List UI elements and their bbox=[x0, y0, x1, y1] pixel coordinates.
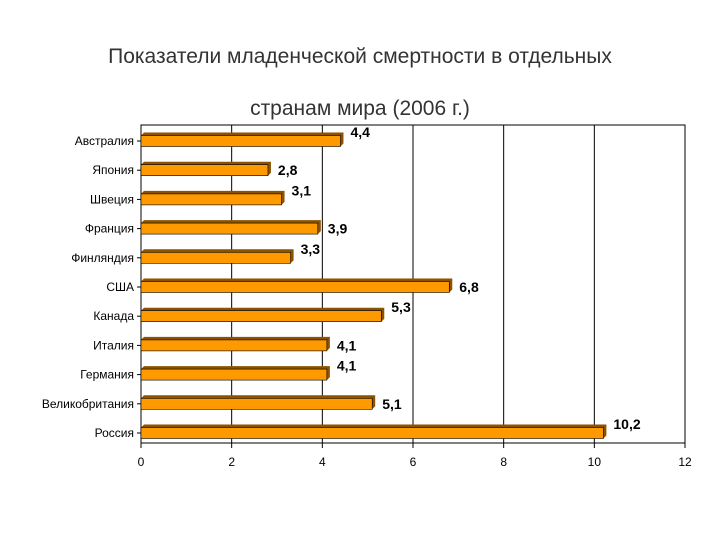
value-label-5: 6,8 bbox=[459, 279, 479, 295]
value-label-9: 5,1 bbox=[382, 396, 402, 412]
value-label-4: 3,3 bbox=[301, 241, 321, 257]
x-tick-label-3: 6 bbox=[410, 455, 417, 469]
category-label-4: Финляндия bbox=[71, 251, 134, 265]
category-label-1: Япония bbox=[92, 163, 134, 177]
x-axis: 0 2 4 6 8 10 12 bbox=[138, 443, 692, 469]
value-label-7: 4,1 bbox=[337, 337, 357, 353]
bar-10 bbox=[140, 427, 604, 439]
category-label-5: США bbox=[106, 280, 134, 294]
value-label-2: 3,1 bbox=[292, 182, 312, 198]
value-label-10: 10,2 bbox=[613, 416, 640, 432]
bars bbox=[140, 132, 607, 439]
category-label-2: Швеция bbox=[90, 192, 134, 206]
bar-3 bbox=[140, 222, 319, 235]
category-label-7: Италия bbox=[93, 338, 134, 352]
category-label-8: Германия bbox=[80, 368, 134, 382]
value-label-8: 4,1 bbox=[337, 358, 357, 374]
x-tick-label-2: 4 bbox=[319, 455, 326, 469]
bar-5 bbox=[140, 281, 450, 293]
bar-9 bbox=[140, 397, 373, 410]
value-labels: 4,4 2,8 3,1 3,9 3,3 6,8 5,3 4,1 4,1 5,1 10,2 bbox=[278, 124, 641, 432]
x-tick-label-6: 12 bbox=[678, 455, 692, 469]
chart-title-line-2: странам мира (2006 г.) bbox=[250, 97, 470, 120]
category-label-10: Россия bbox=[95, 426, 134, 440]
bar-6 bbox=[140, 310, 382, 323]
x-tick-label-0: 0 bbox=[138, 455, 145, 469]
category-label-6: Канада bbox=[93, 309, 134, 323]
category-label-3: Франция bbox=[85, 222, 134, 236]
category-label-9: Великобритания bbox=[42, 397, 134, 411]
bar-8 bbox=[140, 368, 328, 381]
category-labels: Австралия Япония Швеция Франция Финляндия США… bbox=[42, 134, 141, 440]
bar-2 bbox=[140, 193, 282, 206]
x-tick-label-1: 2 bbox=[228, 455, 235, 469]
x-tick-label-5: 10 bbox=[588, 455, 602, 469]
bar-7 bbox=[140, 339, 328, 352]
value-label-1: 2,8 bbox=[278, 162, 298, 178]
chart-title-line-1: Показатели младенческой смертности в отд… bbox=[108, 45, 612, 68]
value-label-3: 3,9 bbox=[328, 221, 348, 237]
value-label-6: 5,3 bbox=[391, 299, 411, 315]
bar-1 bbox=[140, 164, 269, 176]
x-tick-label-4: 8 bbox=[500, 455, 507, 469]
category-label-0: Австралия bbox=[75, 134, 134, 148]
chart-title: Показатели младенческой смертности в отд… bbox=[0, 18, 720, 148]
bar-0 bbox=[140, 135, 341, 147]
value-label-0: 4,4 bbox=[350, 124, 370, 140]
bar-4 bbox=[140, 252, 291, 264]
